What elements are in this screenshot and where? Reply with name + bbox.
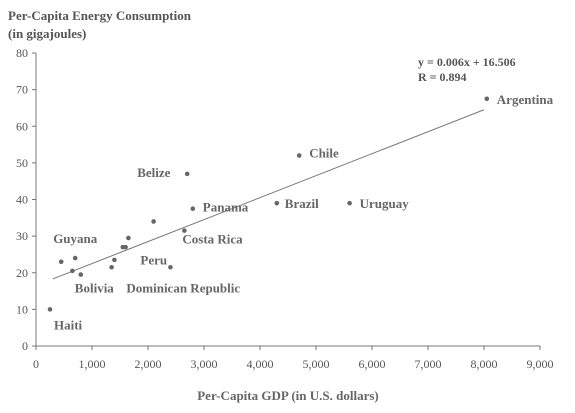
x-tick-label: 9,000 [527, 357, 554, 371]
point-label: Panama [203, 200, 249, 215]
data-point [168, 264, 173, 270]
y-tick-label: 40 [16, 193, 28, 207]
data-point [109, 264, 114, 270]
x-tick-label: 3,000 [191, 357, 218, 371]
point-label: Costa Rica [182, 232, 243, 247]
axes: 0 10 20 30 40 50 60 70 80 0 1,000 2,000 3,000 4,000 5,… [16, 46, 554, 371]
data-point [58, 259, 64, 265]
x-tick-label: 0 [33, 357, 39, 371]
point-label: Argentina [497, 92, 554, 107]
data-point [296, 153, 302, 158]
chart-subtitle: (in gigajoules) [8, 26, 86, 41]
chart-title: Per-Capita Energy Consumption [8, 8, 192, 23]
point-label: Haiti [54, 317, 83, 332]
x-tick-label: 2,000 [135, 357, 162, 371]
point-label: Chile [309, 146, 339, 161]
point-labels-group: Haiti Guyana Bolivia Dominican Republic Cost… [53, 92, 553, 333]
y-tick-label: 30 [16, 229, 28, 243]
x-tick-label: 4,000 [247, 357, 274, 371]
x-axis-label: Per-Capita GDP (in U.S. dollars) [197, 388, 379, 403]
y-tick-label: 10 [16, 302, 28, 316]
data-point [274, 200, 280, 206]
trendline [52, 109, 485, 280]
y-tick-label: 80 [16, 46, 28, 60]
x-tick-label: 1,000 [79, 357, 106, 371]
points-group [47, 96, 490, 312]
point-label: Bolivia [75, 281, 115, 296]
point-label: Belize [137, 165, 170, 180]
data-point [190, 206, 196, 211]
data-point [182, 228, 187, 233]
y-tick-label: 0 [22, 339, 28, 353]
data-point [112, 257, 117, 263]
data-point [184, 171, 190, 177]
point-label: Uruguay [360, 196, 410, 211]
x-tick-label: 8,000 [471, 357, 498, 371]
data-point [151, 219, 156, 224]
x-tick-label: 6,000 [359, 357, 386, 371]
trendline-equation: y = 0.006x + 16.506 [418, 55, 516, 69]
data-point [123, 244, 128, 250]
data-point [347, 200, 352, 206]
point-label: Dominican Republic [126, 280, 240, 295]
trendline-group [52, 109, 485, 280]
y-tick-label: 50 [16, 156, 28, 170]
annotation-label: Peru [140, 252, 167, 267]
data-point [47, 307, 53, 312]
data-point [78, 272, 84, 277]
point-label: Brazil [285, 196, 319, 211]
y-tick-label: 20 [16, 266, 28, 280]
data-point [72, 255, 78, 261]
data-point [70, 268, 75, 274]
data-point [126, 235, 131, 241]
data-point [484, 96, 490, 102]
y-tick-label: 60 [16, 119, 28, 133]
trendline-r-value: R = 0.894 [418, 70, 467, 84]
y-tick-label: 70 [16, 83, 28, 97]
x-tick-label: 7,000 [415, 357, 442, 371]
point-label: Guyana [53, 231, 98, 246]
x-tick-label: 5,000 [303, 357, 330, 371]
